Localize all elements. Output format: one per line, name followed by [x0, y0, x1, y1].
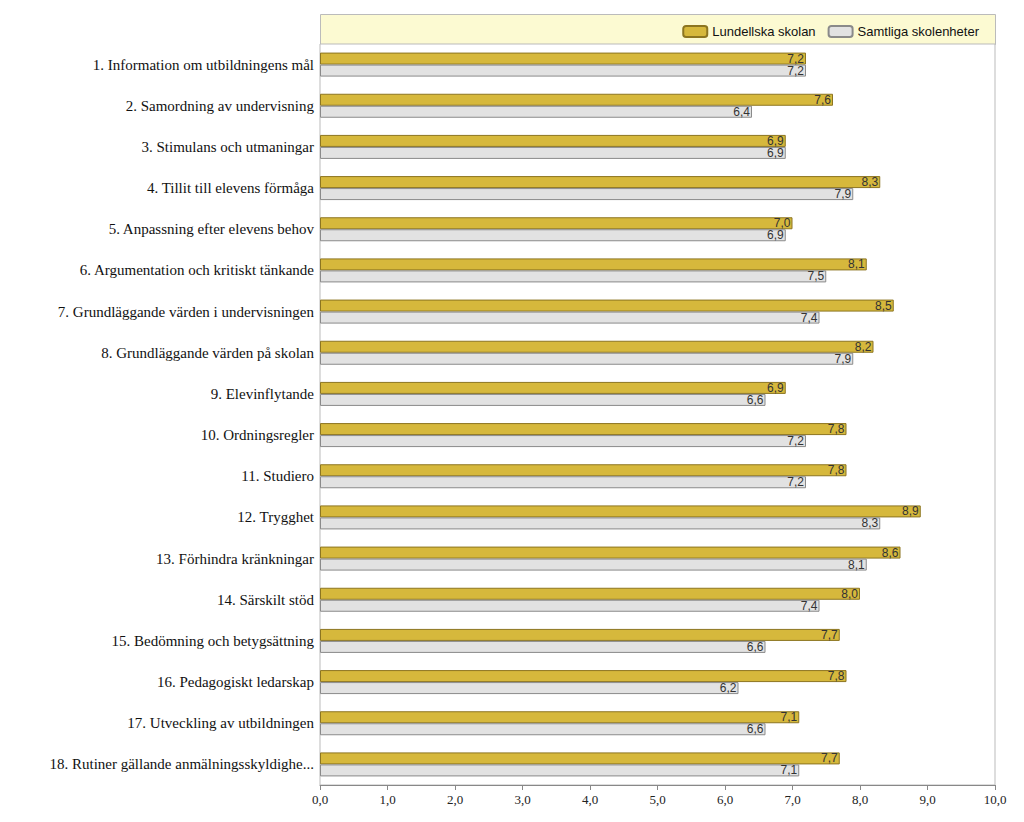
svg-text:10. Ordningsregler: 10. Ordningsregler [201, 427, 314, 443]
svg-text:7,4: 7,4 [801, 599, 818, 613]
svg-text:8,1: 8,1 [848, 558, 865, 572]
svg-text:8,6: 8,6 [882, 546, 899, 560]
svg-text:3. Stimulans och utmaningar: 3. Stimulans och utmaningar [142, 139, 314, 155]
svg-text:7,9: 7,9 [835, 352, 852, 366]
svg-text:5,0: 5,0 [649, 792, 665, 807]
svg-text:7,0: 7,0 [784, 792, 800, 807]
svg-text:8,0: 8,0 [852, 792, 868, 807]
svg-text:16. Pedagogiskt ledarskap: 16. Pedagogiskt ledarskap [157, 674, 314, 690]
svg-text:4. Tillit till elevens förmåga: 4. Tillit till elevens förmåga [147, 180, 314, 196]
svg-text:7,8: 7,8 [828, 669, 845, 683]
svg-text:8. Grundläggande värden på sko: 8. Grundläggande värden på skolan [101, 345, 314, 361]
svg-text:0,0: 0,0 [312, 792, 328, 807]
svg-text:7,6: 7,6 [814, 93, 831, 107]
svg-text:9,0: 9,0 [919, 792, 935, 807]
svg-text:6,2: 6,2 [720, 681, 737, 695]
svg-text:11. Studiero: 11. Studiero [241, 468, 314, 484]
svg-text:7,5: 7,5 [808, 269, 825, 283]
svg-text:8,5: 8,5 [875, 299, 892, 313]
svg-text:7,9: 7,9 [835, 187, 852, 201]
svg-text:7,8: 7,8 [828, 422, 845, 436]
svg-text:15. Bedömning och betygsättnin: 15. Bedömning och betygsättning [112, 633, 315, 649]
svg-text:3,0: 3,0 [514, 792, 530, 807]
svg-text:6. Argumentation och kritiskt: 6. Argumentation och kritiskt tänkande [80, 262, 315, 278]
svg-text:Samtliga skolenheter: Samtliga skolenheter [858, 24, 980, 39]
svg-text:6,6: 6,6 [747, 393, 764, 407]
svg-text:7,8: 7,8 [828, 463, 845, 477]
svg-text:8,1: 8,1 [848, 257, 865, 271]
svg-text:8,2: 8,2 [855, 340, 872, 354]
svg-text:7,1: 7,1 [781, 763, 798, 777]
svg-text:6,9: 6,9 [767, 228, 784, 242]
svg-text:7,7: 7,7 [821, 628, 838, 642]
svg-text:4,0: 4,0 [582, 792, 598, 807]
svg-text:17. Utveckling av utbildningen: 17. Utveckling av utbildningen [127, 715, 314, 731]
svg-text:6,0: 6,0 [717, 792, 733, 807]
svg-text:7,1: 7,1 [781, 710, 798, 724]
svg-text:7,2: 7,2 [787, 475, 804, 489]
svg-text:6,9: 6,9 [767, 146, 784, 160]
svg-text:18. Rutiner gällande anmälning: 18. Rutiner gällande anmälningsskyldighe… [49, 756, 314, 772]
svg-text:7. Grundläggande värden i unde: 7. Grundläggande värden i undervisningen [58, 304, 315, 320]
svg-text:8,3: 8,3 [862, 175, 879, 189]
svg-text:7,2: 7,2 [787, 51, 804, 66]
svg-text:10,0: 10,0 [984, 792, 1007, 807]
svg-text:5. Anpassning efter elevens be: 5. Anpassning efter elevens behov [109, 221, 315, 237]
svg-text:1. Information om utbildningen: 1. Information om utbildningens mål [93, 57, 314, 73]
svg-text:7,7: 7,7 [821, 751, 838, 765]
svg-text:2. Samordning av undervisning: 2. Samordning av undervisning [126, 98, 315, 114]
svg-text:7,4: 7,4 [801, 311, 818, 325]
svg-text:7,2: 7,2 [787, 434, 804, 448]
svg-text:6,9: 6,9 [767, 381, 784, 395]
svg-text:1,0: 1,0 [379, 792, 395, 807]
svg-text:8,0: 8,0 [841, 587, 858, 601]
svg-text:13. Förhindra kränkningar: 13. Förhindra kränkningar [156, 551, 314, 567]
svg-text:8,3: 8,3 [862, 516, 879, 530]
svg-text:Lundellska skolan: Lundellska skolan [712, 24, 815, 39]
svg-text:7,0: 7,0 [773, 216, 791, 231]
svg-text:12. Trygghet: 12. Trygghet [237, 509, 315, 525]
svg-text:2,0: 2,0 [447, 792, 463, 807]
svg-text:14. Särskilt stöd: 14. Särskilt stöd [217, 592, 315, 608]
svg-text:9. Elevinflytande: 9. Elevinflytande [211, 386, 315, 402]
svg-text:7,2: 7,2 [787, 64, 804, 78]
svg-text:6,6: 6,6 [747, 640, 764, 654]
svg-text:6,9: 6,9 [767, 133, 784, 148]
svg-text:6,6: 6,6 [747, 722, 764, 736]
svg-text:6,4: 6,4 [733, 105, 750, 119]
svg-text:8,9: 8,9 [902, 504, 919, 518]
